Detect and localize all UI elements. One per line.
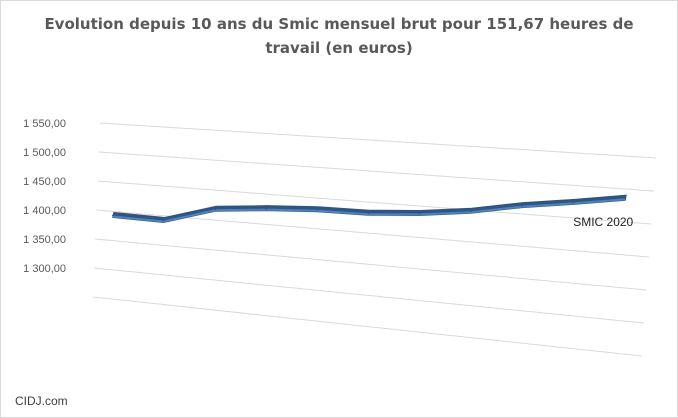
series-point — [214, 208, 216, 211]
gridline — [93, 267, 645, 324]
gridline — [97, 180, 652, 225]
source-credit: CIDJ.com — [15, 394, 68, 408]
series-labels: SMIC 2020 — [573, 215, 633, 229]
y-axis-ticks: 1 300,00 1 350,00 1 400,00 1 450,00 1 500,00… — [23, 118, 66, 275]
gridline — [99, 122, 657, 159]
series-point — [521, 204, 524, 207]
chart-title: Evolution depuis 10 ans du Smic mensuel … — [44, 15, 634, 57]
series-point — [624, 197, 627, 200]
y-tick-label: 1 500,00 — [23, 147, 66, 159]
gridline — [92, 296, 642, 357]
y-tick-label: 1 350,00 — [23, 234, 66, 246]
series-point — [162, 219, 165, 222]
series-point — [418, 212, 421, 215]
series-smic — [111, 194, 627, 223]
y-tick-label: 1 300,00 — [23, 263, 66, 275]
series-point — [572, 201, 575, 204]
gridline — [95, 238, 647, 291]
series-point — [316, 208, 319, 211]
series-point — [111, 214, 114, 217]
series-label: SMIC 2020 — [573, 215, 633, 229]
y-tick-label: 1 450,00 — [23, 176, 66, 188]
y-tick-label: 1 550,00 — [23, 118, 66, 130]
gridlines — [92, 122, 657, 357]
gridline — [98, 151, 654, 192]
y-tick-label: 1 400,00 — [23, 205, 66, 217]
series-point — [265, 207, 268, 210]
series-line — [112, 198, 626, 223]
gridline — [96, 209, 649, 258]
series-point — [469, 210, 472, 213]
series-point — [367, 212, 370, 215]
